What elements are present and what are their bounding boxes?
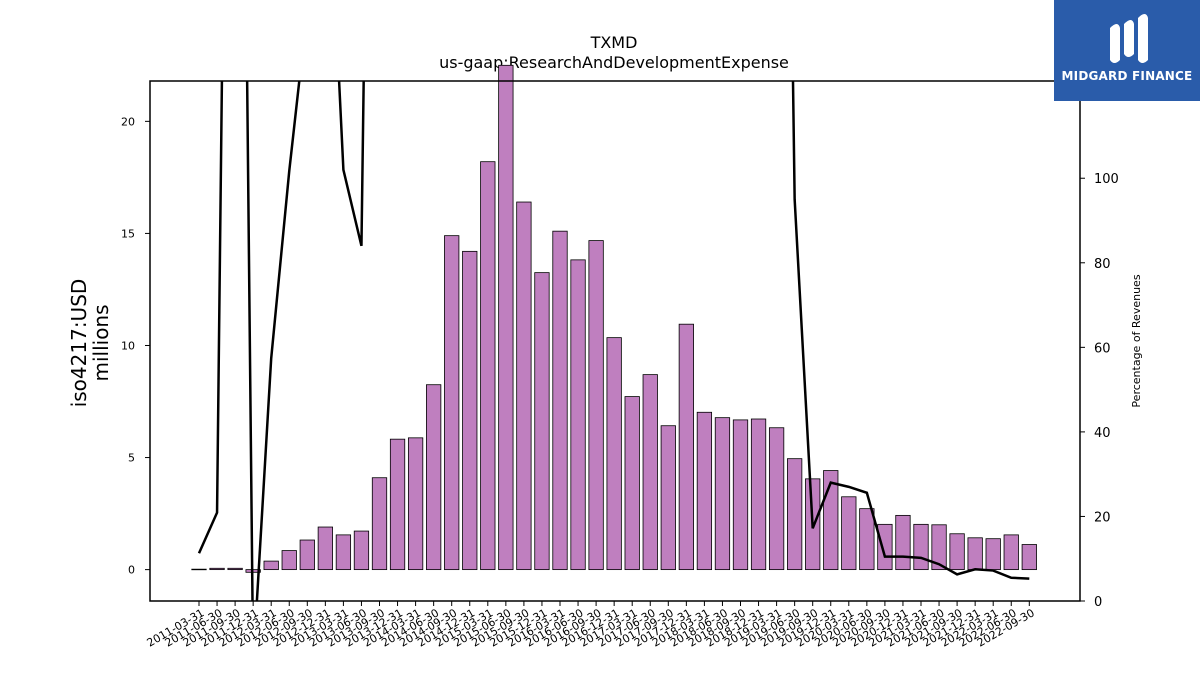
bar-2014-03-31 <box>407 437 424 571</box>
y-axis-label-line-2: millions <box>89 304 113 381</box>
bar-2021-12-31 <box>967 537 983 571</box>
bar-2020-03-31 <box>841 496 857 571</box>
bar-2018-09-30 <box>732 419 749 571</box>
bar-2011-03-31 <box>191 568 207 571</box>
bar-2015-06-30 <box>498 64 514 571</box>
bar-2020-09-30 <box>877 523 893 571</box>
bar-2014-09-30 <box>444 235 460 571</box>
bar-2016-12-31 <box>606 337 622 571</box>
bar-2021-06-30 <box>931 524 947 571</box>
bar-2014-06-30 <box>426 384 442 571</box>
bar-2016-06-30 <box>570 259 586 571</box>
bar-2019-12-31 <box>823 470 839 571</box>
bar-2020-06-30 <box>859 508 875 571</box>
y-axis-label: iso4217:USD millions <box>67 279 113 408</box>
bar-2016-03-31 <box>552 230 568 571</box>
bar-2022-09-30 <box>1021 544 1037 571</box>
bar-2017-12-31 <box>678 323 694 571</box>
y-tick-label: 15 <box>121 227 135 240</box>
bar-2022-03-31 <box>985 538 1001 571</box>
bar-2021-03-31 <box>913 523 929 571</box>
bars <box>191 64 1037 573</box>
bar-2017-03-31 <box>624 396 640 571</box>
bar-2019-03-31 <box>768 427 785 571</box>
bar-2017-09-30 <box>660 425 676 571</box>
chart-title: TXMD <box>590 33 638 52</box>
bar-2012-03-31 <box>263 560 279 571</box>
brand-logo: MIDGARD FINANCE <box>1054 0 1200 101</box>
bar-2013-09-30 <box>371 477 388 571</box>
bar-2011-06-30 <box>209 567 225 571</box>
line-segment-1 <box>791 81 1030 580</box>
revenue-percentage-line <box>197 81 1030 601</box>
y-tick-label: 10 <box>121 339 135 352</box>
y-right-tick-label: 20 <box>1094 510 1111 525</box>
bar-2013-06-30 <box>353 530 370 571</box>
bar-2013-12-31 <box>389 438 406 571</box>
logo-mark-icon <box>1110 14 1148 63</box>
bar-2018-03-31 <box>696 411 713 571</box>
y-axis-ticks: 0 5 10 15 20 <box>121 115 150 577</box>
x-axis-ticks: 2011-03-312011-06-302011-09-302011-12-31… <box>145 601 1037 650</box>
bar-2017-06-30 <box>642 374 658 571</box>
y-axis-label-line-1: iso4217:USD <box>67 279 91 408</box>
axes <box>149 80 1081 602</box>
bar-2018-12-31 <box>750 418 767 571</box>
y-tick-label: 0 <box>128 564 135 577</box>
bar-2012-09-30 <box>299 539 315 571</box>
bar-2021-09-30 <box>949 533 965 571</box>
chart-subtitle: us-gaap:ResearchAndDevelopmentExpense <box>439 53 789 72</box>
line-segment-0 <box>197 81 365 601</box>
y-right-tick-label: 80 <box>1094 257 1111 272</box>
y-right-tick-label: 0 <box>1094 595 1102 610</box>
bar-2022-06-30 <box>1003 534 1019 571</box>
bar-2013-03-31 <box>335 534 352 571</box>
y-tick-label: 20 <box>121 115 135 128</box>
bar-2019-06-30 <box>787 458 803 571</box>
y-axis-right-label: Percentage of Revenues <box>1130 274 1143 407</box>
bar-2011-09-30 <box>227 567 243 571</box>
logo-text: MIDGARD FINANCE <box>1061 69 1193 83</box>
bar-2016-09-30 <box>588 240 604 571</box>
bar-2015-09-30 <box>516 201 532 571</box>
bar-2012-06-30 <box>281 550 297 571</box>
bar-2018-06-30 <box>714 417 731 571</box>
bar-2020-12-31 <box>895 514 911 571</box>
bar-2012-12-31 <box>317 526 333 571</box>
y-right-tick-label: 40 <box>1094 426 1111 441</box>
plot-frame <box>149 80 1081 602</box>
y-tick-label: 5 <box>128 452 135 465</box>
y-axis-right-ticks: 0 20 40 60 80 100 <box>1080 172 1119 610</box>
bar-2015-03-31 <box>480 161 496 571</box>
y-right-tick-label: 60 <box>1094 341 1111 356</box>
bar-2014-12-31 <box>462 250 478 571</box>
bar-2015-12-31 <box>534 272 550 571</box>
y-right-tick-label: 100 <box>1094 172 1119 187</box>
